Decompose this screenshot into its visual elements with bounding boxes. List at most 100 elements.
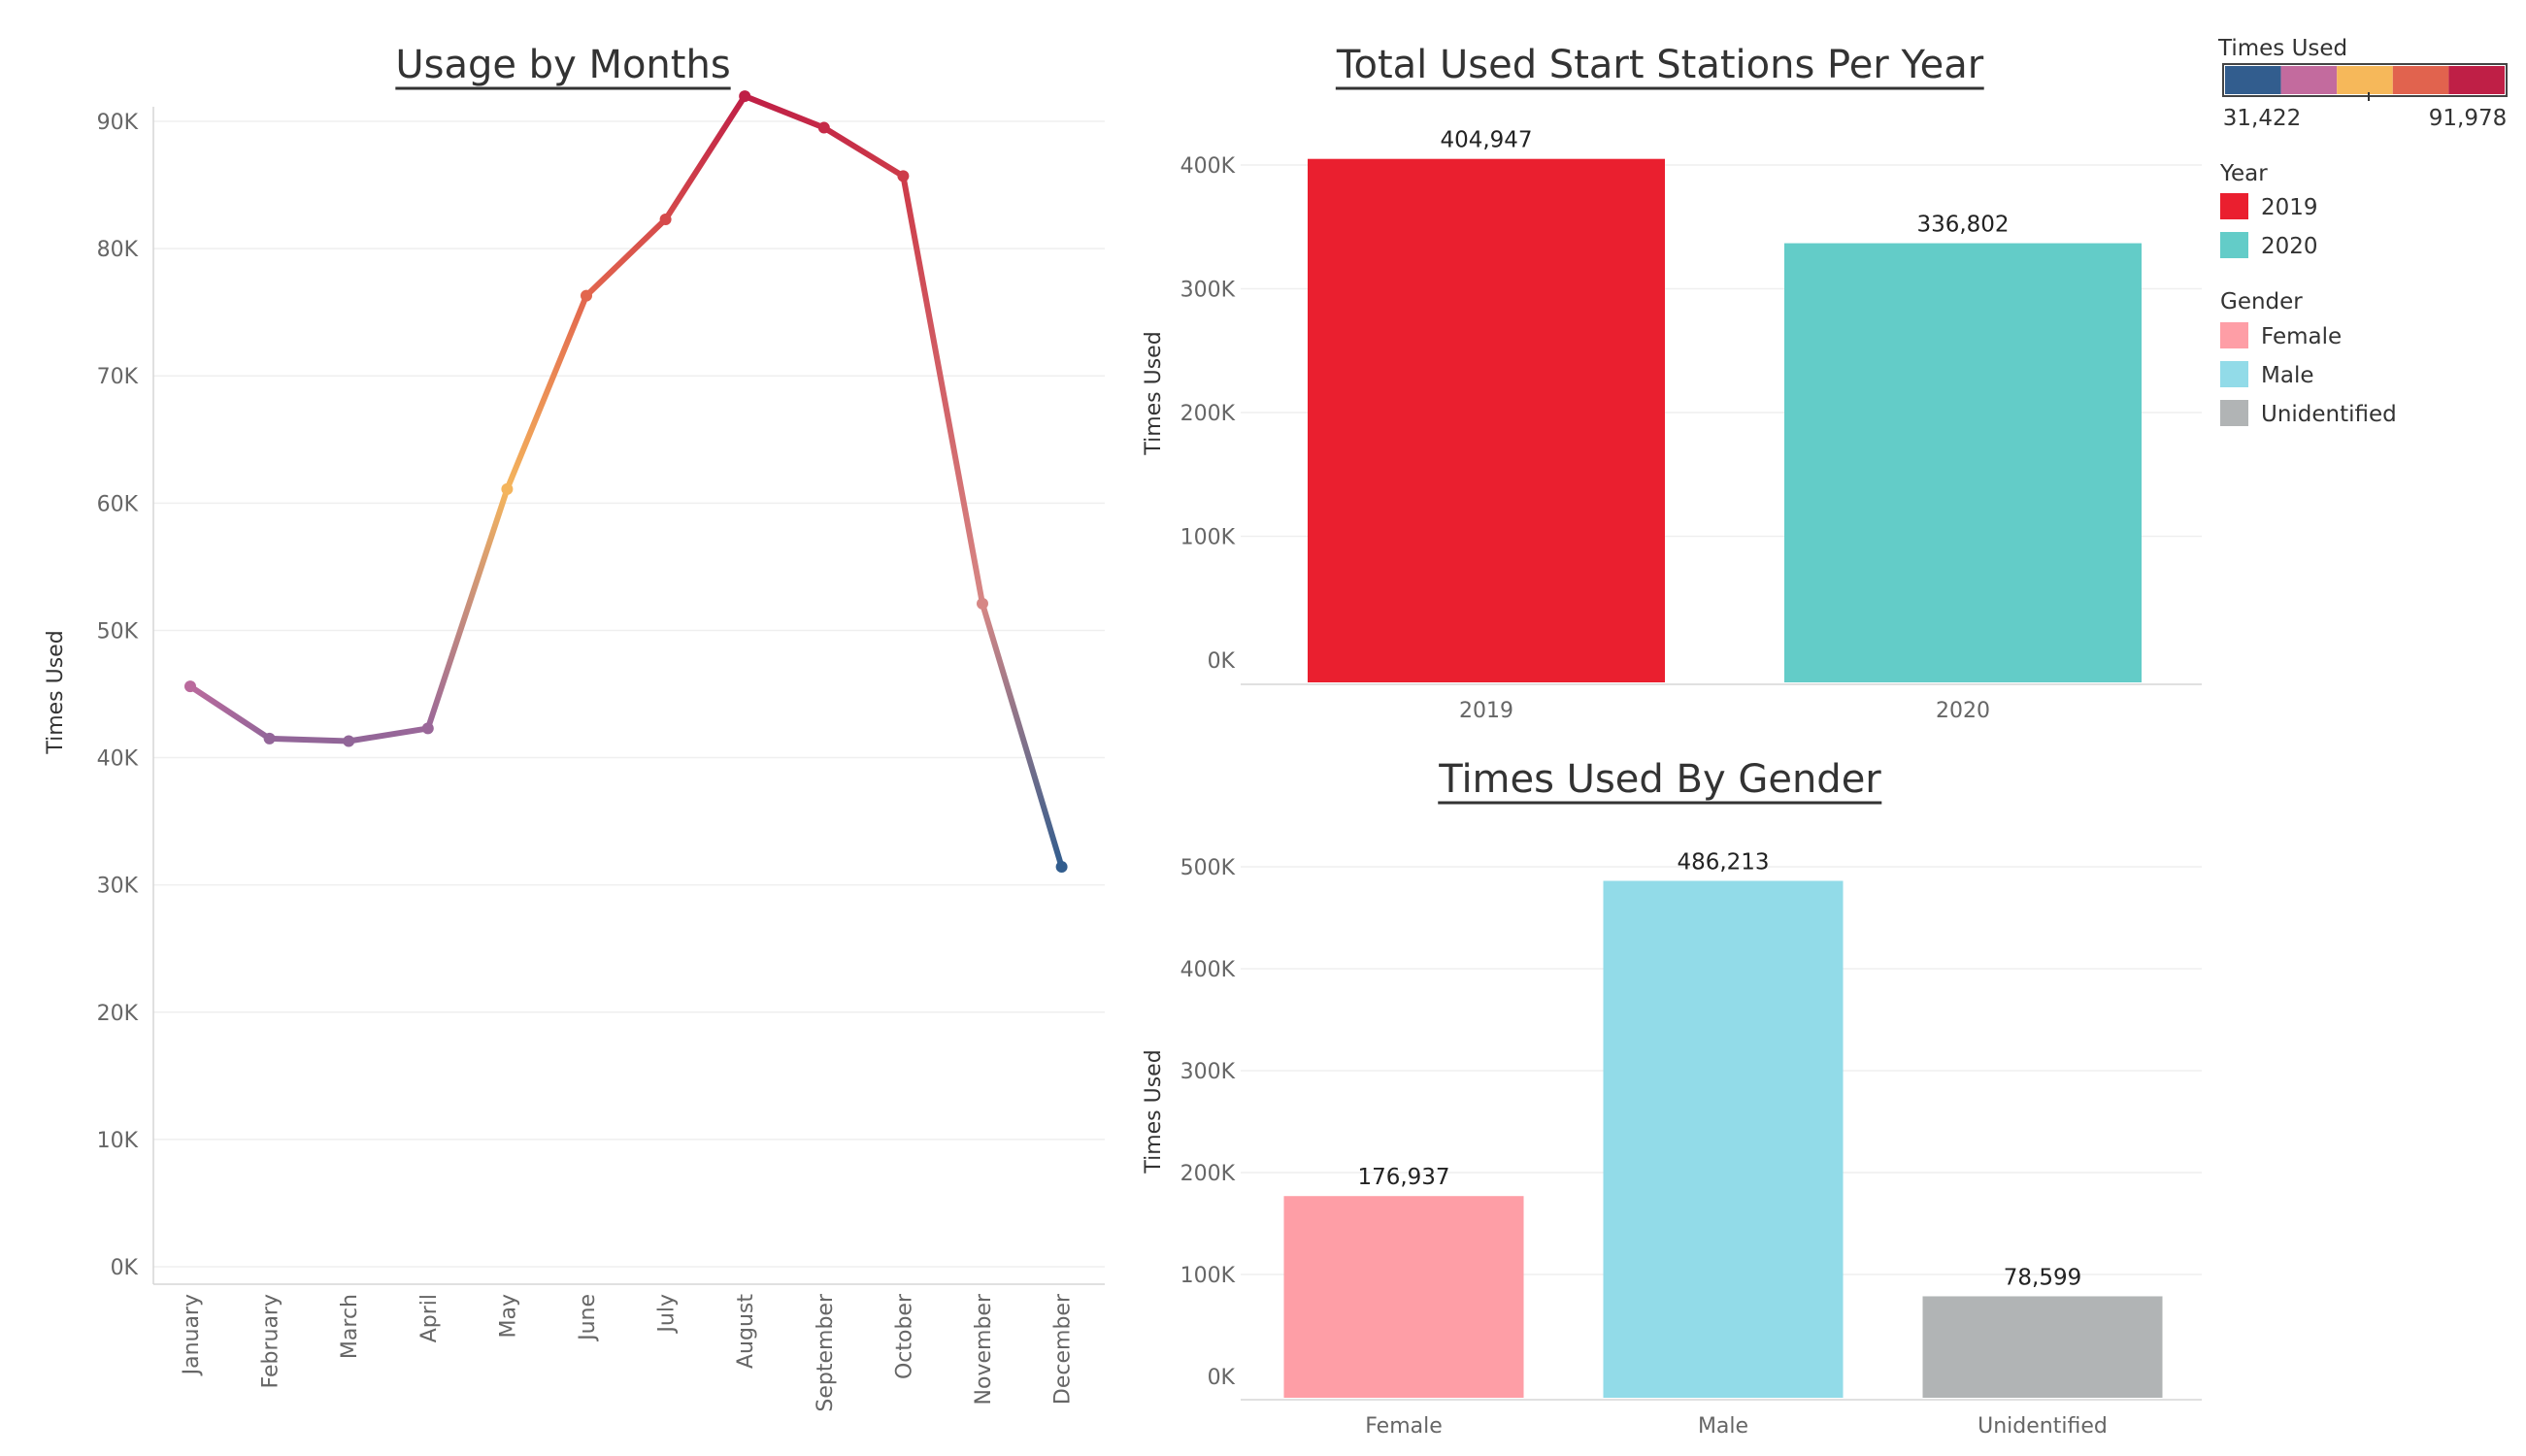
- gender-legend-label-female: Female: [2261, 324, 2342, 349]
- usage-y-tick-label: 90K: [97, 111, 139, 135]
- usage-x-tick-label: July: [655, 1294, 680, 1335]
- gender-y-tick-label: 200K: [1180, 1162, 1236, 1186]
- gender-y-tick-label: 0K: [1208, 1366, 1236, 1390]
- usage-line-series: [187, 93, 1065, 871]
- stations-x-tick-label: 2020: [1936, 699, 1990, 723]
- usage-x-tick-label: August: [734, 1294, 758, 1369]
- usage-y-tick-label: 10K: [97, 1129, 139, 1153]
- usage-line-segment: [187, 683, 273, 742]
- usage-line-segment: [583, 215, 669, 299]
- usage-x-ticks: January February March April May June July Augu…: [180, 1293, 1076, 1412]
- times-used-ramp-step: [2448, 66, 2505, 94]
- times-used-ramp-step: [2280, 66, 2338, 94]
- gender-data-label: 176,937: [1357, 1165, 1449, 1190]
- usage-point[interactable]: [897, 170, 910, 182]
- stations-y-ticks: 0K 100K 200K 300K 400K: [1180, 154, 1236, 674]
- usage-point[interactable]: [184, 680, 196, 693]
- times-used-min-label: 31,422: [2223, 106, 2301, 131]
- times-used-max-label: 91,978: [2429, 106, 2507, 131]
- stations-y-tick-label: 400K: [1180, 154, 1236, 179]
- year-legend-title: Year: [2219, 161, 2268, 186]
- stations-y-tick-label: 100K: [1180, 526, 1236, 550]
- usage-point[interactable]: [421, 722, 434, 735]
- times-used-ramp-step: [2225, 66, 2281, 94]
- gender-bar[interactable]: [1283, 1196, 1524, 1398]
- gender-y-axis-label: Times Used: [1142, 1049, 1166, 1174]
- usage-point[interactable]: [739, 90, 751, 103]
- usage-point[interactable]: [263, 732, 276, 745]
- gender-legend-swatch-female: [2220, 322, 2248, 348]
- usage-line-segment: [742, 93, 827, 131]
- usage-x-tick-label: October: [892, 1293, 916, 1379]
- stations-x-tick-label: 2019: [1459, 699, 1513, 723]
- stations-per-year-chart: Total Used Start Stations Per Year Times…: [1142, 43, 2202, 723]
- gender-y-tick-label: 400K: [1180, 958, 1236, 982]
- gender-legend-swatch-unidentified: [2220, 400, 2248, 426]
- usage-y-tick-label: 80K: [97, 238, 139, 262]
- stations-x-ticks: 2019 2020: [1459, 699, 1990, 723]
- usage-line-segment: [504, 292, 589, 492]
- gender-x-tick-label: Male: [1698, 1414, 1748, 1439]
- usage-x-tick-label: June: [576, 1294, 600, 1342]
- usage-x-tick-label: September: [814, 1293, 838, 1412]
- stations-bar[interactable]: [1308, 158, 1665, 683]
- gender-bar[interactable]: [1603, 880, 1844, 1398]
- stations-bars: 404,947 336,802: [1308, 128, 2142, 683]
- usage-x-tick-label: April: [417, 1294, 442, 1342]
- usage-by-months-chart: Usage by Months Times Used 0K 10K 20K 30K 40…: [44, 43, 1105, 1412]
- gender-legend-swatch-male: [2220, 361, 2248, 387]
- stations-bar[interactable]: [1784, 243, 2142, 682]
- stations-y-tick-label: 0K: [1208, 649, 1236, 674]
- gender-title: Times Used By Gender: [1438, 757, 1881, 802]
- times-used-ramp-step: [2392, 66, 2449, 94]
- usage-y-tick-label: 30K: [97, 875, 139, 899]
- usage-points: [184, 90, 1068, 874]
- usage-point[interactable]: [1055, 861, 1068, 874]
- stations-per-year-title: Total Used Start Stations Per Year: [1336, 43, 1984, 87]
- gender-data-label: 486,213: [1677, 849, 1769, 875]
- stations-y-axis-label: Times Used: [1142, 331, 1166, 455]
- gender-bar[interactable]: [1922, 1296, 2163, 1398]
- usage-line-segment: [900, 173, 985, 607]
- gender-y-tick-label: 500K: [1180, 856, 1236, 880]
- usage-y-tick-label: 60K: [97, 492, 139, 516]
- stations-data-label: 404,947: [1440, 128, 1532, 153]
- usage-line-segment: [662, 93, 748, 222]
- usage-y-tick-label: 20K: [97, 1002, 139, 1026]
- usage-point[interactable]: [977, 597, 988, 610]
- times-used-legend-title: Times Used: [2217, 36, 2347, 61]
- usage-y-tick-label: 40K: [97, 747, 139, 772]
- gender-x-ticks: Female Male Unidentified: [1365, 1414, 2108, 1439]
- usage-y-axis-label: Times Used: [44, 630, 68, 754]
- stations-y-tick-label: 200K: [1180, 402, 1236, 426]
- gender-y-tick-label: 100K: [1180, 1264, 1236, 1288]
- usage-x-tick-label: March: [338, 1294, 362, 1359]
- times-used-color-ramp: [2222, 63, 2508, 97]
- usage-point[interactable]: [817, 121, 830, 134]
- usage-line-segment: [980, 600, 1065, 871]
- usage-point[interactable]: [581, 289, 592, 302]
- stations-data-label: 336,802: [1916, 213, 2009, 238]
- usage-x-tick-label: December: [1051, 1293, 1076, 1405]
- usage-x-tick-label: May: [496, 1294, 520, 1338]
- usage-x-tick-label: February: [259, 1294, 283, 1389]
- usage-y-tick-label: 70K: [97, 365, 139, 389]
- gender-data-label: 78,599: [2004, 1265, 2081, 1290]
- gender-legend-label-unidentified: Unidentified: [2261, 402, 2397, 427]
- usage-y-tick-label: 50K: [97, 619, 139, 644]
- stations-y-tick-label: 300K: [1180, 279, 1236, 303]
- usage-line-segment: [346, 725, 431, 745]
- usage-point[interactable]: [501, 482, 514, 495]
- times-used-ramp-border: [2222, 63, 2508, 97]
- legend-panel: Times Used 31,422 91,978 Year 2019 2020 …: [2217, 36, 2508, 427]
- usage-line-segment: [820, 124, 907, 180]
- gender-chart: Times Used By Gender Times Used 0K 100K 20…: [1142, 757, 2202, 1439]
- usage-point[interactable]: [659, 213, 672, 225]
- usage-line-segment: [266, 735, 352, 745]
- gender-x-tick-label: Unidentified: [1978, 1414, 2108, 1439]
- gender-bars: 176,937 486,213 78,599: [1283, 849, 2163, 1398]
- year-legend-swatch-2019: [2220, 193, 2248, 219]
- usage-point[interactable]: [343, 735, 355, 747]
- usage-gridlines: [153, 120, 1105, 1268]
